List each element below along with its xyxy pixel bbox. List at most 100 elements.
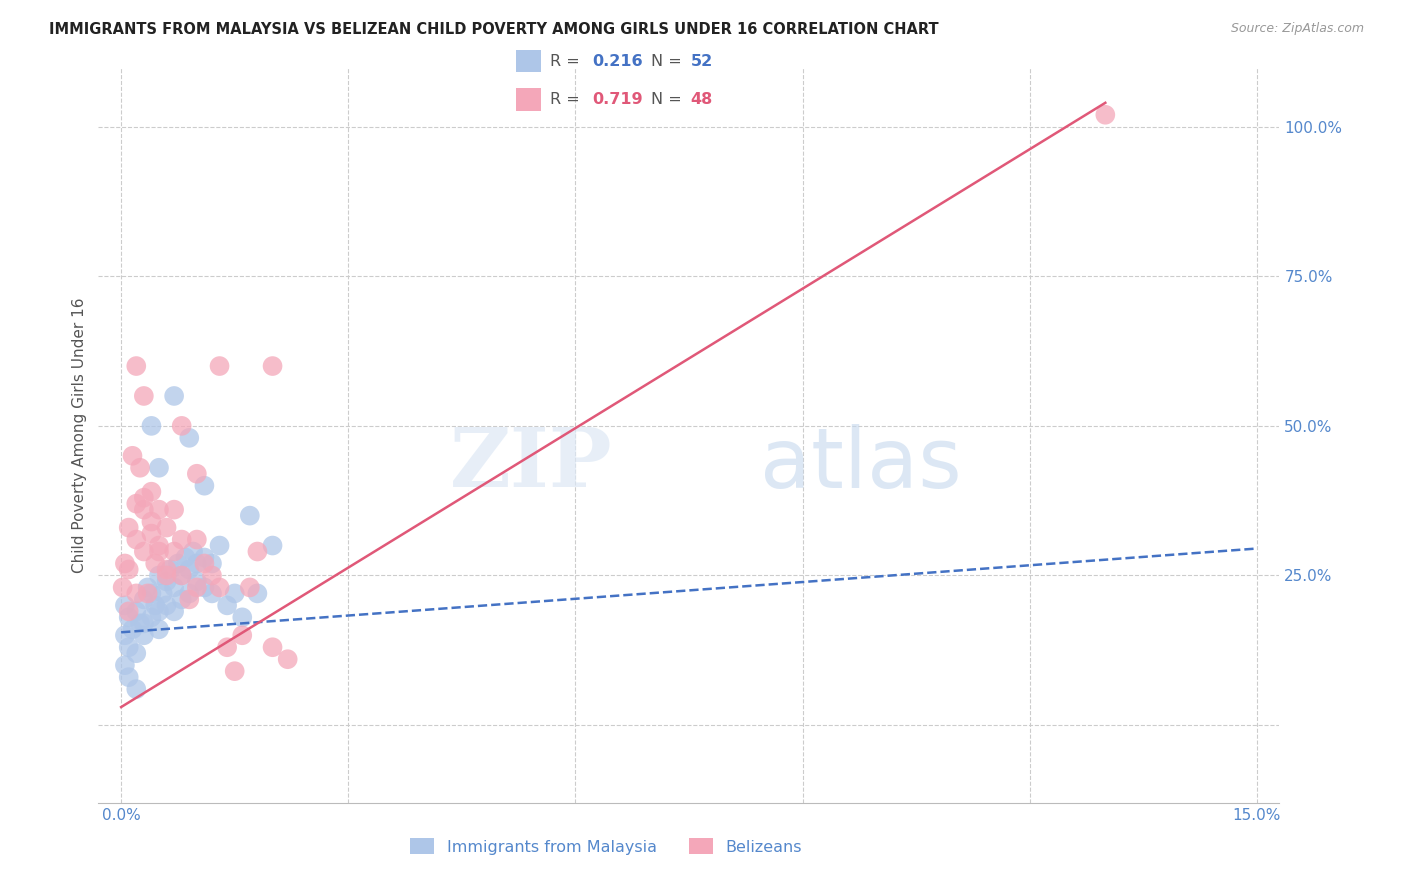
- Text: Source: ZipAtlas.com: Source: ZipAtlas.com: [1230, 22, 1364, 36]
- Belizeans: [239, 581, 262, 595]
- Immigrants from Malaysia: [132, 592, 155, 607]
- Belizeans: [125, 533, 148, 547]
- Belizeans: [201, 568, 224, 582]
- Belizeans: [111, 581, 134, 595]
- Belizeans: [262, 640, 284, 655]
- Immigrants from Malaysia: [179, 562, 201, 576]
- Text: atlas: atlas: [759, 424, 962, 505]
- Immigrants from Malaysia: [136, 581, 159, 595]
- Immigrants from Malaysia: [114, 628, 136, 642]
- Immigrants from Malaysia: [132, 616, 155, 631]
- Immigrants from Malaysia: [163, 389, 186, 403]
- Immigrants from Malaysia: [118, 610, 141, 624]
- Belizeans: [163, 544, 186, 558]
- Text: N =: N =: [651, 92, 688, 107]
- Belizeans: [208, 359, 231, 373]
- Text: IMMIGRANTS FROM MALAYSIA VS BELIZEAN CHILD POVERTY AMONG GIRLS UNDER 16 CORRELAT: IMMIGRANTS FROM MALAYSIA VS BELIZEAN CHI…: [49, 22, 939, 37]
- Legend: Immigrants from Malaysia, Belizeans: Immigrants from Malaysia, Belizeans: [404, 831, 808, 861]
- Belizeans: [118, 562, 141, 576]
- Immigrants from Malaysia: [179, 586, 201, 600]
- Belizeans: [143, 557, 166, 571]
- Immigrants from Malaysia: [118, 640, 141, 655]
- Belizeans: [155, 568, 177, 582]
- Immigrants from Malaysia: [179, 431, 201, 445]
- Immigrants from Malaysia: [262, 539, 284, 553]
- Bar: [516, 50, 540, 72]
- Belizeans: [155, 520, 177, 534]
- Immigrants from Malaysia: [121, 622, 143, 636]
- Immigrants from Malaysia: [155, 599, 177, 613]
- Immigrants from Malaysia: [148, 568, 170, 582]
- Belizeans: [129, 460, 152, 475]
- Immigrants from Malaysia: [125, 604, 148, 618]
- Belizeans: [125, 497, 148, 511]
- Immigrants from Malaysia: [186, 557, 208, 571]
- Belizeans: [118, 604, 141, 618]
- Belizeans: [186, 533, 208, 547]
- Text: 48: 48: [690, 92, 713, 107]
- Immigrants from Malaysia: [193, 581, 215, 595]
- Belizeans: [155, 562, 177, 576]
- Belizeans: [193, 557, 215, 571]
- Text: 0.216: 0.216: [592, 54, 643, 69]
- Immigrants from Malaysia: [114, 658, 136, 673]
- Belizeans: [170, 418, 193, 433]
- Belizeans: [141, 526, 163, 541]
- Immigrants from Malaysia: [201, 557, 224, 571]
- Belizeans: [132, 491, 155, 505]
- Immigrants from Malaysia: [239, 508, 262, 523]
- Immigrants from Malaysia: [125, 646, 148, 660]
- Belizeans: [186, 581, 208, 595]
- Immigrants from Malaysia: [152, 586, 174, 600]
- Belizeans: [179, 592, 201, 607]
- Immigrants from Malaysia: [159, 562, 181, 576]
- Belizeans: [170, 568, 193, 582]
- Immigrants from Malaysia: [170, 568, 193, 582]
- Immigrants from Malaysia: [148, 622, 170, 636]
- Belizeans: [125, 359, 148, 373]
- Belizeans: [118, 520, 141, 534]
- Belizeans: [163, 502, 186, 516]
- Belizeans: [262, 359, 284, 373]
- Immigrants from Malaysia: [163, 581, 186, 595]
- Belizeans: [208, 581, 231, 595]
- Belizeans: [132, 389, 155, 403]
- Immigrants from Malaysia: [193, 550, 215, 565]
- Immigrants from Malaysia: [148, 604, 170, 618]
- Text: 52: 52: [690, 54, 713, 69]
- Text: R =: R =: [550, 54, 585, 69]
- Immigrants from Malaysia: [118, 670, 141, 684]
- Immigrants from Malaysia: [167, 557, 190, 571]
- Text: 0.719: 0.719: [592, 92, 643, 107]
- Immigrants from Malaysia: [141, 418, 163, 433]
- Belizeans: [224, 664, 246, 678]
- Immigrants from Malaysia: [155, 574, 177, 589]
- Belizeans: [148, 502, 170, 516]
- Belizeans: [136, 586, 159, 600]
- Belizeans: [141, 484, 163, 499]
- Belizeans: [217, 640, 239, 655]
- Bar: [516, 88, 540, 111]
- Belizeans: [170, 533, 193, 547]
- Text: N =: N =: [651, 54, 688, 69]
- Immigrants from Malaysia: [174, 550, 197, 565]
- Immigrants from Malaysia: [246, 586, 269, 600]
- Immigrants from Malaysia: [148, 460, 170, 475]
- Belizeans: [141, 515, 163, 529]
- Immigrants from Malaysia: [231, 610, 253, 624]
- Belizeans: [121, 449, 143, 463]
- Immigrants from Malaysia: [163, 604, 186, 618]
- Belizeans: [1094, 108, 1116, 122]
- Text: R =: R =: [550, 92, 585, 107]
- Belizeans: [246, 544, 269, 558]
- Immigrants from Malaysia: [141, 586, 163, 600]
- Belizeans: [125, 586, 148, 600]
- Immigrants from Malaysia: [143, 599, 166, 613]
- Immigrants from Malaysia: [170, 592, 193, 607]
- Immigrants from Malaysia: [193, 479, 215, 493]
- Belizeans: [186, 467, 208, 481]
- Belizeans: [132, 502, 155, 516]
- Belizeans: [277, 652, 299, 666]
- Belizeans: [132, 544, 155, 558]
- Immigrants from Malaysia: [217, 599, 239, 613]
